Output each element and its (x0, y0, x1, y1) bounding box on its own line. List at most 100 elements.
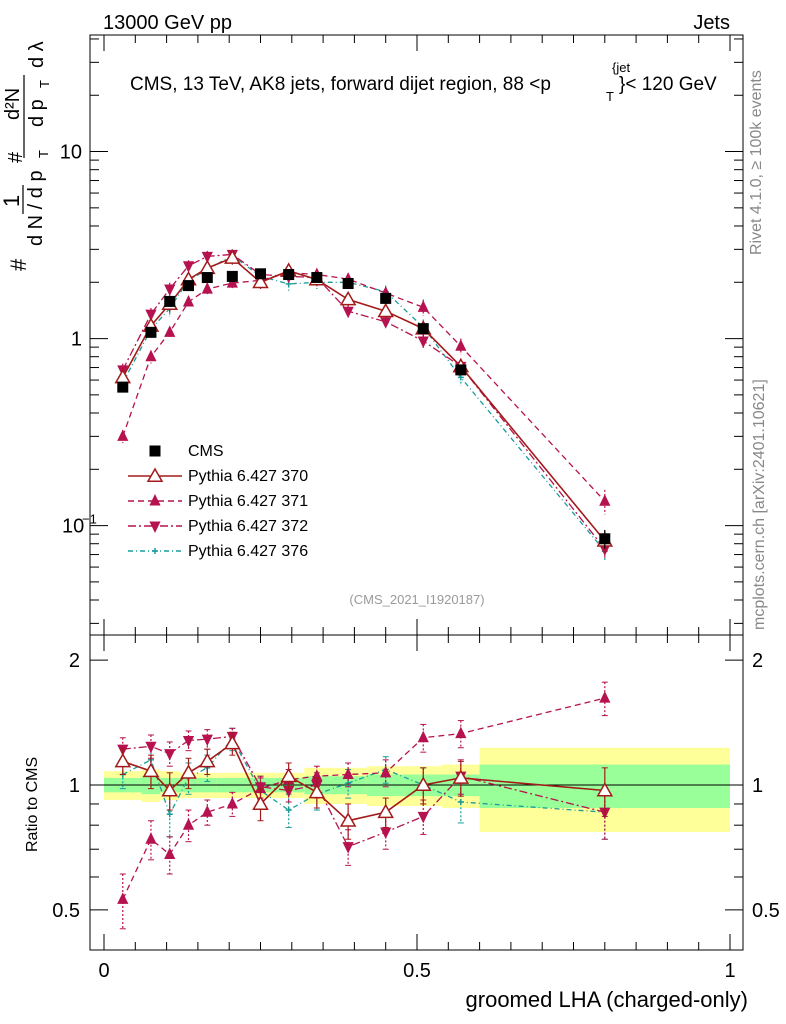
ratio-point-1 (417, 730, 429, 743)
ratio-point-1 (342, 767, 354, 780)
header-process: Jets (693, 12, 730, 34)
ratio-line-1 (122, 697, 605, 900)
cms-data-point (380, 292, 392, 304)
series-2-point (145, 309, 157, 322)
ratio-point-2 (380, 827, 392, 840)
x-tick-label-0: 0 (98, 960, 109, 982)
series-0-point (198, 259, 216, 275)
cms-data-point (342, 278, 354, 290)
main-axis-ticks (90, 35, 743, 635)
ratio-point-0 (414, 776, 432, 791)
ratio-y-tick-label-right: 1 (752, 775, 763, 797)
title-superscript: {jet (612, 60, 630, 75)
legend-label-370: Pythia 6.427 370 (188, 468, 308, 485)
ylabel-dpt: d p (26, 99, 48, 127)
cms-data-point (417, 323, 429, 335)
cms-data-point (183, 280, 195, 292)
ratio-point-2 (164, 749, 176, 761)
x-tick-label-0.5: 0.5 (403, 960, 431, 982)
ylabel-dlambda: d λ (26, 41, 48, 68)
series-2-point (417, 336, 429, 349)
main-y-tick-label: 1 (71, 329, 82, 351)
cms-data-point (283, 269, 295, 281)
series-1-point (164, 325, 176, 337)
ratio-point-2 (283, 785, 295, 798)
ratio-point-0 (114, 752, 132, 768)
legend-label-372: Pythia 6.427 372 (188, 518, 308, 535)
ratio-point-3 (166, 811, 173, 818)
legend-marker-2 (149, 521, 161, 533)
cms-data-point (455, 364, 467, 376)
ratio-point-0 (596, 781, 614, 797)
ratio-point-0 (377, 803, 394, 819)
ratio-point-0 (224, 734, 241, 750)
series-1-point (201, 282, 213, 294)
cms-data-point (255, 268, 266, 280)
main-y-axis-label: # 1 d N / d p T # d²N d p T d λ (0, 41, 52, 271)
ratio-point-0 (452, 769, 470, 784)
series-0-point (114, 368, 132, 384)
main-y-tick-label-exponent: −1 (82, 512, 97, 527)
ratio-point-3 (285, 807, 292, 814)
ratio-point-2 (417, 811, 429, 824)
ylabel-one: 1 (0, 195, 24, 207)
ylabel-d2n: d²N (2, 88, 24, 120)
series-3-point (457, 374, 464, 381)
cms-data-point (201, 272, 213, 284)
series-line-1 (122, 272, 606, 502)
analysis-watermark: (CMS_2021_I1920187) (349, 592, 484, 607)
ratio-point-0 (252, 795, 269, 810)
ratio-point-0 (198, 752, 216, 768)
ratio-point-3 (457, 798, 464, 805)
ratio-point-1 (380, 765, 392, 778)
main-plot-area (114, 249, 614, 562)
main-y-tick-label: 10 (60, 142, 82, 164)
ratio-y-tick-label-right: 0.5 (752, 900, 780, 922)
ylabel-t-2: T (37, 80, 52, 88)
header-energy: 13000 GeV pp (103, 12, 232, 34)
ratio-point-1 (599, 691, 611, 703)
legend-label-371: Pythia 6.427 371 (188, 493, 308, 510)
series-1-point (182, 294, 195, 307)
ratio-point-0 (339, 812, 357, 827)
series-0-point (252, 273, 269, 289)
title-text-b: }< 120 GeV (619, 74, 717, 95)
series-1-point (599, 494, 611, 506)
series-2-point (201, 251, 213, 264)
ratio-point-0 (308, 783, 326, 799)
ratio-point-0 (142, 762, 160, 778)
cms-data-point (164, 295, 176, 307)
cms-data-point (117, 381, 129, 393)
cms-data-point (311, 272, 323, 284)
series-2-point (164, 284, 176, 297)
title-text-a: CMS, 13 TeV, AK8 jets, forward dijet reg… (130, 74, 551, 95)
ratio-axis-ticks: 2 2 1 1 0.5 0.5 (52, 635, 780, 950)
ratio-y-tick-label: 2 (69, 650, 80, 672)
legend-marker-3 (152, 548, 158, 554)
series-2-point (182, 261, 195, 273)
series-1-point (145, 349, 157, 362)
ylabel-hash-2: # (5, 151, 27, 163)
ratio-point-1 (226, 796, 238, 809)
main-y-tick-label: 10 (62, 516, 84, 538)
ratio-point-2 (201, 734, 213, 747)
legend-marker-cms (149, 445, 161, 457)
legend-label-376: Pythia 6.427 376 (188, 543, 308, 560)
series-2-point (342, 306, 354, 319)
ylabel-t-1: T (36, 150, 51, 158)
series-1-point (455, 339, 467, 351)
x-tick-label-1: 1 (724, 960, 735, 982)
legend: CMS Pythia 6.427 370 Pythia 6.427 371 Py… (128, 443, 308, 560)
cms-data-point (145, 326, 157, 338)
ratio-point-0 (280, 767, 297, 783)
ratio-point-0 (161, 781, 179, 797)
ratio-point-0 (180, 764, 197, 779)
rivet-version-label: Rivet 4.1.0, ≥ 100k events (748, 70, 765, 255)
series-1-point (417, 300, 429, 312)
ratio-point-1 (117, 892, 129, 904)
ratio-point-1 (201, 805, 213, 817)
ylabel-hash-1: # (6, 258, 31, 271)
legend-marker-0 (146, 467, 164, 482)
